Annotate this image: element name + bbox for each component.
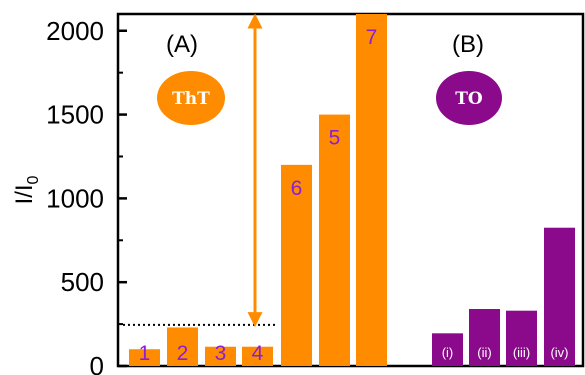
bar-label: 2	[177, 342, 189, 365]
bar	[205, 346, 236, 366]
bar	[432, 333, 463, 366]
bar	[242, 346, 273, 366]
y-tick-label: 1000	[46, 183, 104, 213]
dye-badge-label: TO	[455, 89, 483, 109]
axes: 0 500 1000 1500 2000 I/I0	[11, 12, 585, 375]
y-axis-label: I/I0	[11, 175, 42, 204]
bar	[167, 327, 198, 366]
dye-badge-to	[436, 71, 502, 125]
bar-label: (ii)	[477, 345, 491, 360]
panel-label-a: (A)	[166, 31, 198, 58]
bar	[281, 164, 312, 366]
y-tick-label: 500	[61, 267, 104, 297]
bar-label: (iii)	[513, 345, 530, 360]
bar	[506, 310, 537, 366]
bar	[129, 349, 160, 366]
y-tick-label: 1500	[46, 100, 104, 130]
dye-badge-tht	[157, 71, 225, 125]
bar-label: 4	[252, 342, 264, 365]
bar-label: 3	[215, 342, 227, 365]
bar	[319, 114, 350, 366]
bars: 1 2 3 4 6 5 7 (i) (ii) (iii) (iv)	[129, 14, 575, 366]
bar	[356, 14, 387, 366]
bar	[469, 309, 500, 366]
bar-label: 6	[291, 177, 303, 200]
dye-badge-label: ThT	[172, 89, 210, 109]
annotations: (A) (B) ThT TO	[123, 13, 502, 328]
y-tick-label: 2000	[46, 16, 104, 46]
bar-label: (i)	[442, 345, 454, 360]
bar	[544, 227, 575, 366]
bar-label: 7	[366, 26, 378, 49]
panel-label-b: (B)	[452, 31, 484, 58]
bar-label: 1	[139, 342, 151, 365]
bar-label: 5	[329, 127, 341, 150]
plot-frame	[116, 12, 585, 368]
bar-label: (iv)	[550, 345, 568, 360]
y-tick-label: 0	[90, 351, 104, 375]
